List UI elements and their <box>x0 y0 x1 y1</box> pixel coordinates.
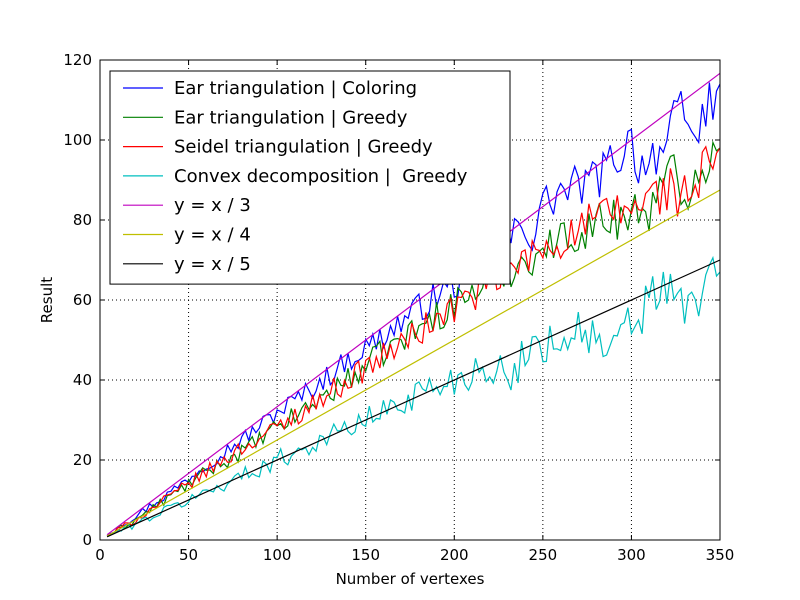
x-tick-label: 300 <box>617 546 646 564</box>
legend-label: Seidel triangulation | Greedy <box>174 137 433 158</box>
series-line-5 <box>106 189 721 537</box>
legend-label: Ear triangulation | Coloring <box>174 78 417 99</box>
x-tick-label: 50 <box>179 546 198 564</box>
series-line-4 <box>106 72 721 536</box>
y-tick-label: 60 <box>73 291 92 309</box>
axis-ticks: 0 50 100 150 200 250 300 350 0 20 40 60 80 100 120 <box>63 51 734 564</box>
legend-label: y = x / 5 <box>174 254 251 275</box>
x-tick-label: 250 <box>529 546 558 564</box>
x-tick-label: 200 <box>440 546 469 564</box>
x-tick-label: 0 <box>95 546 105 564</box>
series-lines <box>106 72 721 538</box>
series-line-0 <box>106 82 721 537</box>
series-line-2 <box>106 145 721 537</box>
legend-label: y = x / 4 <box>174 225 251 246</box>
x-tick-label: 350 <box>706 546 735 564</box>
y-axis-label: Result <box>38 277 56 323</box>
x-tick-label: 150 <box>351 546 380 564</box>
x-axis-label: Number of vertexes <box>336 570 485 588</box>
legend: Ear triangulation | Coloring Ear triangul… <box>109 70 511 285</box>
y-tick-label: 0 <box>82 531 92 549</box>
legend-box <box>109 70 511 285</box>
legend-label: Ear triangulation | Greedy <box>174 107 408 128</box>
legend-label: y = x / 3 <box>174 195 251 216</box>
y-tick-label: 80 <box>73 211 92 229</box>
series-line-6 <box>106 259 721 538</box>
y-tick-label: 100 <box>63 131 92 149</box>
y-tick-label: 40 <box>73 371 92 389</box>
y-tick-label: 20 <box>73 451 92 469</box>
y-tick-label: 120 <box>63 51 92 69</box>
legend-label: Convex decomposition | Greedy <box>174 166 468 187</box>
x-tick-label: 100 <box>263 546 292 564</box>
